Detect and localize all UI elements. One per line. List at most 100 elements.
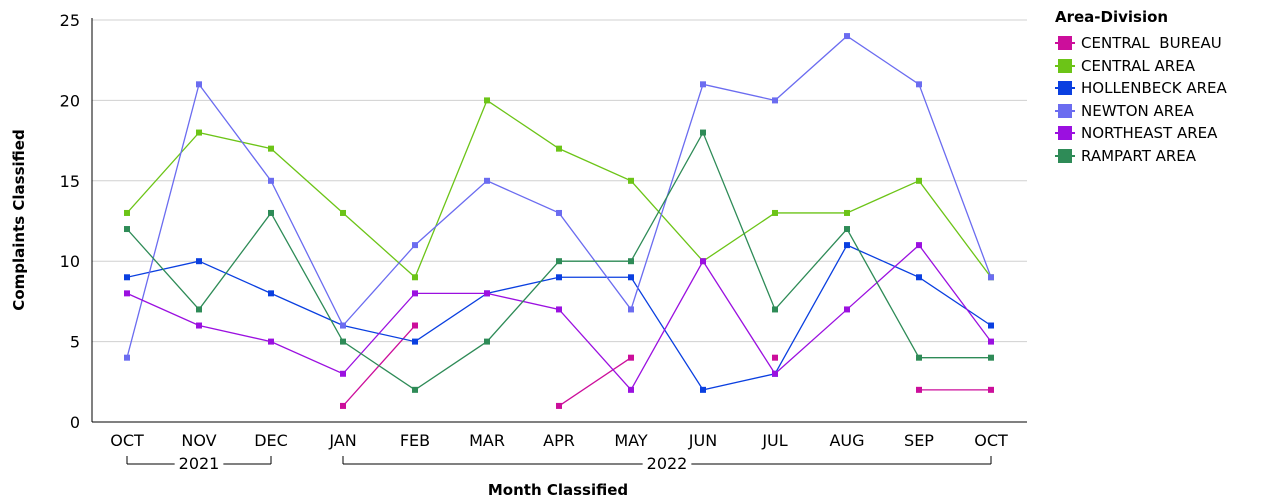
data-point[interactable]: [916, 274, 922, 281]
legend-item[interactable]: NEWTON AREA: [1055, 100, 1227, 123]
data-point[interactable]: [700, 81, 706, 88]
data-point[interactable]: [628, 274, 634, 281]
x-tick-label: MAY: [614, 431, 648, 450]
data-point[interactable]: [412, 242, 418, 249]
legend-item[interactable]: HOLLENBECK AREA: [1055, 77, 1227, 100]
data-point[interactable]: [556, 402, 562, 409]
data-point[interactable]: [268, 338, 274, 345]
data-point[interactable]: [484, 97, 490, 104]
data-point[interactable]: [916, 242, 922, 249]
data-point[interactable]: [988, 386, 994, 393]
data-point[interactable]: [844, 33, 850, 40]
data-point[interactable]: [556, 306, 562, 313]
legend: Area-Division CENTRAL BUREAU CENTRAL AREA…: [1055, 8, 1227, 167]
data-point[interactable]: [700, 258, 706, 265]
data-point[interactable]: [988, 338, 994, 345]
data-point[interactable]: [412, 274, 418, 281]
data-point[interactable]: [268, 145, 274, 152]
data-point[interactable]: [340, 370, 346, 377]
data-point[interactable]: [484, 290, 490, 297]
legend-swatch: [1055, 103, 1075, 118]
data-point[interactable]: [196, 306, 202, 313]
data-point[interactable]: [988, 322, 994, 329]
data-point[interactable]: [628, 258, 634, 265]
data-point[interactable]: [844, 209, 850, 216]
data-point[interactable]: [844, 242, 850, 249]
data-point[interactable]: [988, 354, 994, 361]
axes: [91, 18, 1027, 423]
y-axis-title: Complaints Classified: [10, 129, 28, 310]
data-point[interactable]: [124, 226, 130, 233]
data-point[interactable]: [196, 81, 202, 88]
data-point[interactable]: [628, 177, 634, 184]
data-point[interactable]: [340, 209, 346, 216]
data-point[interactable]: [556, 145, 562, 152]
data-point[interactable]: [700, 129, 706, 136]
data-point[interactable]: [124, 354, 130, 361]
series-line: [558, 357, 632, 407]
y-tick-label: 20: [60, 91, 80, 110]
legend-item[interactable]: CENTRAL BUREAU: [1055, 32, 1227, 55]
data-point[interactable]: [268, 209, 274, 216]
data-point[interactable]: [412, 290, 418, 297]
series-line: [126, 244, 992, 391]
x-tick-label: JUN: [688, 431, 717, 450]
data-point[interactable]: [628, 306, 634, 313]
series-line: [126, 244, 992, 391]
legend-item[interactable]: NORTHEAST AREA: [1055, 122, 1227, 145]
data-point[interactable]: [916, 81, 922, 88]
data-point[interactable]: [772, 209, 778, 216]
data-point[interactable]: [844, 306, 850, 313]
legend-swatch: [1055, 81, 1075, 96]
data-point[interactable]: [412, 322, 418, 329]
x-tick-label: JAN: [328, 431, 356, 450]
data-point[interactable]: [124, 290, 130, 297]
legend-item[interactable]: CENTRAL AREA: [1055, 55, 1227, 78]
y-tick-labels: 0 5 10 15 20 25: [60, 11, 80, 432]
data-point[interactable]: [772, 354, 778, 361]
data-point[interactable]: [484, 338, 490, 345]
data-point[interactable]: [844, 226, 850, 233]
data-point[interactable]: [196, 322, 202, 329]
data-point[interactable]: [340, 322, 346, 329]
data-point[interactable]: [916, 354, 922, 361]
data-point[interactable]: [484, 177, 490, 184]
data-point[interactable]: [340, 402, 346, 409]
x-tick-label: SEP: [904, 431, 934, 450]
series-3: [124, 33, 994, 361]
gridlines: [92, 19, 1027, 343]
x-tick-label: AUG: [829, 431, 864, 450]
data-point[interactable]: [556, 209, 562, 216]
year-groups: 2021 2022: [126, 454, 992, 473]
series-layer: [124, 33, 994, 409]
data-point[interactable]: [772, 97, 778, 104]
x-axis-title: Month Classified: [488, 481, 628, 499]
data-point[interactable]: [556, 274, 562, 281]
legend-swatch: [1055, 36, 1075, 51]
data-point[interactable]: [340, 338, 346, 345]
data-point[interactable]: [196, 258, 202, 265]
data-point[interactable]: [628, 354, 634, 361]
data-point[interactable]: [268, 177, 274, 184]
legend-items: CENTRAL BUREAU CENTRAL AREA HOLLENBECK ARE…: [1055, 32, 1227, 167]
data-point[interactable]: [556, 258, 562, 265]
data-point[interactable]: [196, 129, 202, 136]
data-point[interactable]: [916, 386, 922, 393]
legend-label: CENTRAL BUREAU: [1081, 34, 1222, 53]
data-point[interactable]: [628, 386, 634, 393]
x-tick-label: OCT: [974, 431, 1008, 450]
series-2: [124, 242, 994, 393]
legend-item[interactable]: RAMPART AREA: [1055, 145, 1227, 168]
data-point[interactable]: [772, 370, 778, 377]
data-point[interactable]: [412, 386, 418, 393]
x-tick-label: APR: [543, 431, 575, 450]
data-point[interactable]: [916, 177, 922, 184]
data-point[interactable]: [124, 274, 130, 281]
data-point[interactable]: [268, 290, 274, 297]
data-point[interactable]: [772, 306, 778, 313]
legend-swatch: [1055, 58, 1075, 73]
data-point[interactable]: [700, 386, 706, 393]
data-point[interactable]: [988, 274, 994, 281]
data-point[interactable]: [124, 209, 130, 216]
data-point[interactable]: [412, 338, 418, 345]
